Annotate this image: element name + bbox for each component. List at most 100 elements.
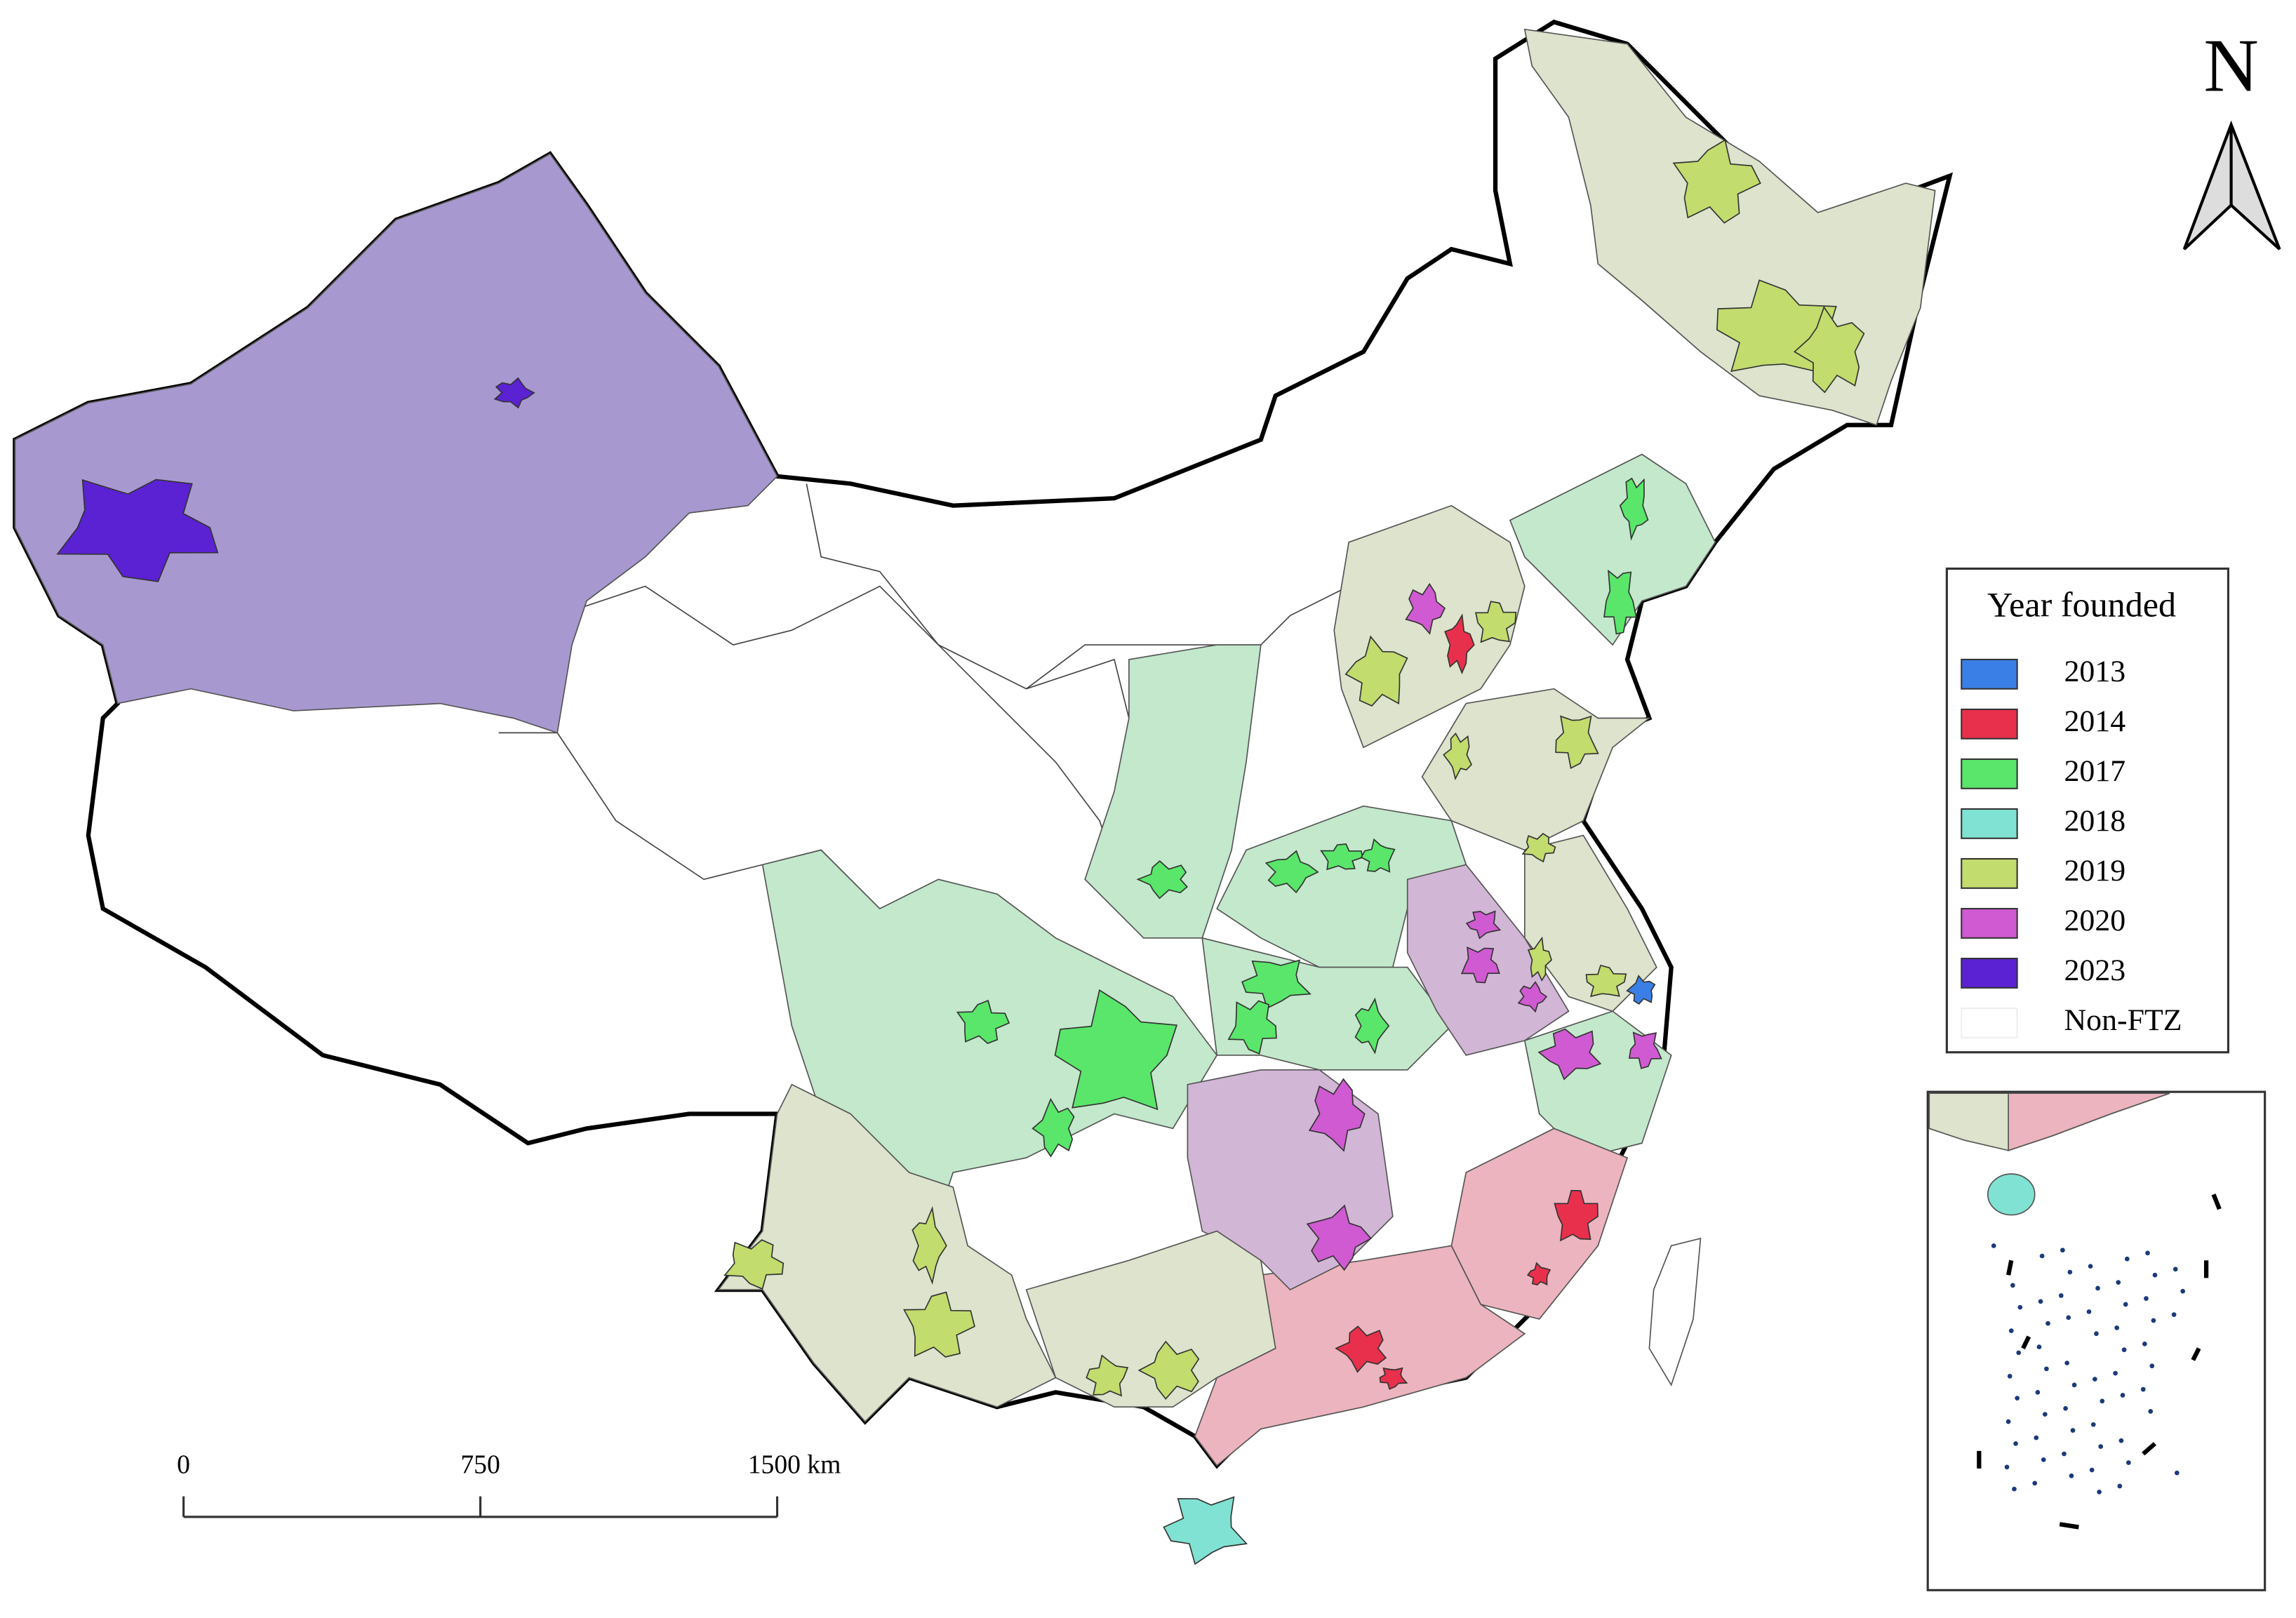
- legend-label: Non-FTZ: [2064, 1003, 2182, 1037]
- north-label: N: [2203, 23, 2258, 107]
- province-border: [556, 585, 1130, 718]
- inset-dot: [2066, 1315, 2071, 1321]
- inset-dot: [1991, 1243, 1996, 1248]
- legend-label: 2020: [2064, 904, 2125, 937]
- inset-dot: [2174, 1470, 2180, 1476]
- inset-dot: [2117, 1483, 2123, 1489]
- legend-label: 2023: [2064, 954, 2125, 987]
- inset-dot: [2151, 1318, 2156, 1323]
- inset-dot: [2069, 1473, 2074, 1478]
- legend-swatch: [1961, 658, 2018, 690]
- inset-dot: [2032, 1480, 2038, 1486]
- ftz-area: [1537, 1028, 1602, 1081]
- inset-dot: [2035, 1389, 2041, 1395]
- inset-dot: [2126, 1460, 2131, 1465]
- ftz-area: [1443, 733, 1472, 781]
- ftz-area: [1137, 1340, 1200, 1400]
- inset-dot: [2113, 1370, 2118, 1376]
- ftz-area: [493, 377, 535, 409]
- legend-label: 2013: [2064, 655, 2125, 688]
- inset-dot: [2086, 1309, 2092, 1314]
- ftz-area: [1603, 569, 1637, 635]
- ftz-area: [1444, 613, 1475, 675]
- inset-island: [1987, 1173, 2036, 1216]
- inset-dot: [2121, 1347, 2127, 1353]
- inset-dots: [1977, 1194, 2222, 1530]
- inset-dot: [2062, 1451, 2067, 1457]
- ftz-area: [1163, 1496, 1248, 1565]
- ftz-area: [1241, 959, 1311, 1010]
- ftz-area: [956, 999, 1010, 1044]
- inset-dot: [2142, 1342, 2147, 1346]
- inset-line: [2191, 1347, 2201, 1361]
- province: [1025, 1230, 1276, 1408]
- province-border: [806, 483, 1115, 865]
- inset-dot: [2094, 1331, 2099, 1337]
- inset-dot: [2095, 1285, 2100, 1291]
- inset-dot: [2180, 1288, 2186, 1294]
- ftz-area: [1086, 1354, 1129, 1397]
- ftz-area: [1460, 947, 1500, 984]
- inset-dot: [2114, 1325, 2120, 1330]
- inset-dot: [2034, 1435, 2039, 1440]
- legend-label: 2018: [2064, 804, 2125, 838]
- inset-dot: [2088, 1264, 2093, 1269]
- ftz-area: [1264, 850, 1319, 894]
- inset-dot: [2149, 1363, 2155, 1369]
- province: [1421, 688, 1651, 851]
- inset-dot: [2152, 1272, 2158, 1278]
- inset-dot: [2036, 1344, 2042, 1349]
- inset-dot: [2118, 1438, 2124, 1443]
- inset-dot: [2038, 1299, 2043, 1304]
- ftz-area: [1344, 635, 1408, 707]
- ftz-area: [1521, 833, 1556, 863]
- legend-swatch: [1961, 758, 2018, 789]
- ftz-areas: [56, 139, 1865, 1565]
- legend-title: Year founded: [1987, 584, 2176, 624]
- inset-dot: [2060, 1248, 2065, 1253]
- inset-line: [2021, 1335, 2031, 1350]
- inset-dot: [2097, 1490, 2102, 1495]
- inset-dot: [2005, 1419, 2011, 1424]
- legend-swatch: [1961, 708, 2018, 740]
- ftz-area: [1306, 1204, 1373, 1271]
- legend: 2013 2014 2017 2018 2019 2020 2023 Non-FTZ: [1961, 655, 2182, 1038]
- inset-dot: [2089, 1467, 2095, 1473]
- scale-label: 1500 km: [748, 1450, 841, 1479]
- ftz-area: [1554, 1189, 1598, 1242]
- ftz-area: [1465, 910, 1502, 940]
- inset-frame: [1926, 1090, 2267, 1591]
- ftz-area: [1379, 1367, 1408, 1390]
- ftz-area: [1619, 477, 1649, 541]
- ftz-area: [1793, 305, 1865, 394]
- ftz-area: [1526, 1262, 1551, 1286]
- ftz-area: [723, 1239, 785, 1290]
- inset-dot: [2015, 1396, 2020, 1401]
- island: [1648, 1237, 1702, 1386]
- inset-dot: [2041, 1457, 2046, 1462]
- inset-dot: [2120, 1393, 2125, 1398]
- ftz-area: [1628, 1031, 1662, 1069]
- legend-swatch: [1961, 958, 2018, 989]
- inset-dot: [2004, 1464, 2010, 1470]
- ftz-area: [1585, 964, 1627, 998]
- inset-line: [2142, 1442, 2157, 1456]
- ftz-area: [1360, 838, 1396, 873]
- ftz-area: [1136, 860, 1188, 900]
- inset-dot: [2145, 1250, 2150, 1256]
- inset-dot: [2063, 1405, 2068, 1411]
- ftz-area: [1354, 997, 1390, 1055]
- legend-swatch: [1961, 1008, 2018, 1038]
- inset-dot: [2172, 1266, 2178, 1272]
- inset-dot: [2123, 1302, 2128, 1307]
- ftz-area: [56, 479, 219, 582]
- province: [1509, 453, 1716, 646]
- ftz-area: [1320, 843, 1363, 871]
- scale-label: 750: [460, 1450, 500, 1479]
- province: [14, 153, 778, 734]
- inset-dot: [2070, 1428, 2076, 1433]
- ftz-area: [1672, 139, 1761, 224]
- inset-dot: [2140, 1386, 2146, 1392]
